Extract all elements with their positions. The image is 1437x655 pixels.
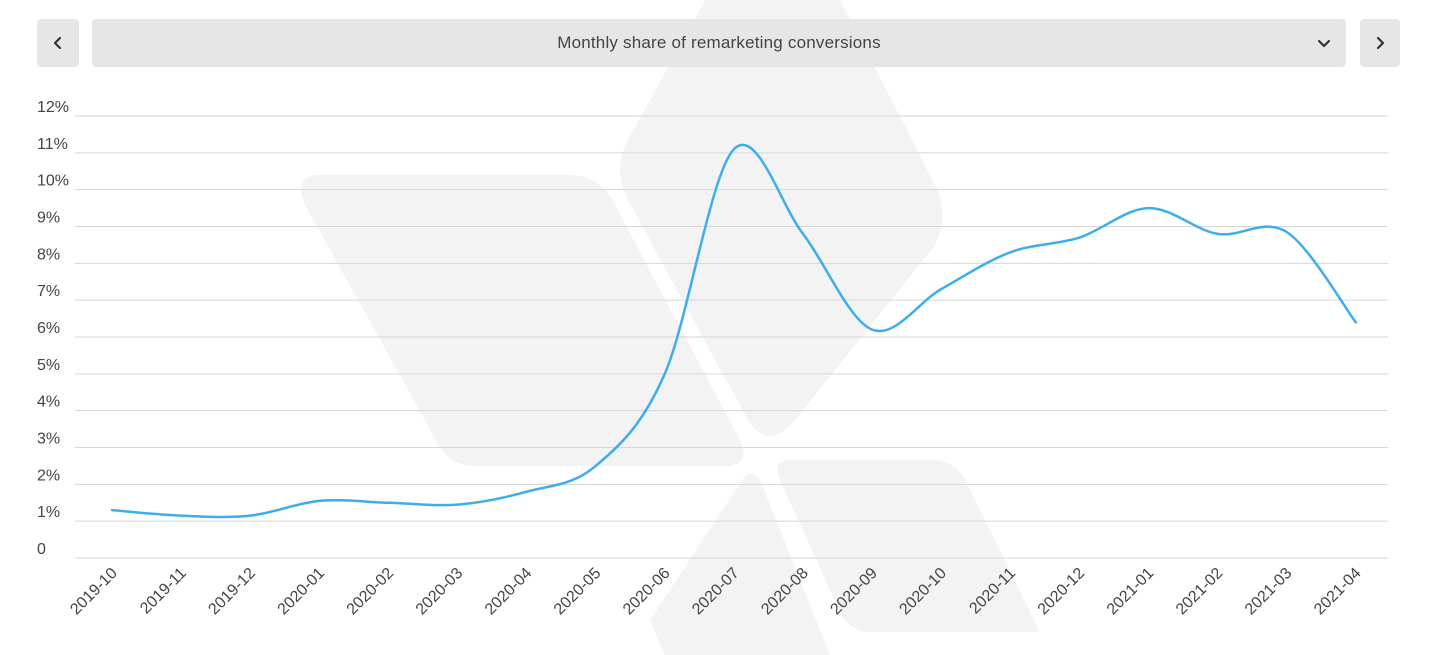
data-point[interactable] <box>797 228 809 240</box>
grid-lines <box>75 115 1388 559</box>
y-tick-label: 3% <box>37 431 60 448</box>
data-point[interactable] <box>1004 246 1016 258</box>
data-point[interactable] <box>590 460 602 472</box>
x-tick-label: 2021-04 <box>1311 565 1365 619</box>
y-tick-label: 9% <box>37 210 60 227</box>
chevron-left-icon <box>53 36 62 50</box>
x-tick-label: 2020-03 <box>413 565 467 619</box>
y-tick-label: 1% <box>37 504 60 521</box>
y-tick-label: 2% <box>37 467 60 484</box>
x-tick-label: 2021-01 <box>1104 565 1158 619</box>
x-tick-label: 2019-11 <box>137 565 190 618</box>
data-point[interactable] <box>175 510 187 522</box>
data-point[interactable] <box>1073 232 1085 244</box>
data-point[interactable] <box>1281 226 1293 238</box>
y-tick-label: 7% <box>37 283 60 300</box>
data-point[interactable] <box>452 499 464 511</box>
y-tick-label: 10% <box>37 173 69 190</box>
x-tick-label: 2021-02 <box>1173 565 1227 619</box>
data-point[interactable] <box>1212 228 1224 240</box>
data-point[interactable] <box>728 143 740 155</box>
y-axis-ticks: 0 1% 2% 3% 4% 5% 6% 7% 8% 9% 10% 11% 12% <box>37 99 69 558</box>
y-tick-label: 8% <box>37 246 60 263</box>
x-tick-label: 2019-10 <box>67 565 121 619</box>
watermark-logo <box>301 0 1040 655</box>
x-tick-label: 2020-12 <box>1035 565 1089 619</box>
data-point[interactable] <box>1143 202 1155 214</box>
data-point[interactable] <box>866 324 878 336</box>
data-point[interactable] <box>521 486 533 498</box>
data-point[interactable] <box>244 510 256 522</box>
data-point[interactable] <box>659 368 671 380</box>
prev-button[interactable] <box>37 19 79 67</box>
series-layer <box>106 143 1362 522</box>
chevron-right-icon <box>1376 36 1385 50</box>
data-point[interactable] <box>382 497 394 509</box>
y-tick-label: 5% <box>37 357 60 374</box>
data-point[interactable] <box>106 504 118 516</box>
y-tick-label: 11% <box>37 136 68 153</box>
y-tick-label: 4% <box>37 394 60 411</box>
x-tick-label: 2019-12 <box>205 565 259 619</box>
chart-selector-label: Monthly share of remarketing conversions <box>557 33 881 52</box>
y-tick-label: 0 <box>37 541 46 558</box>
data-point[interactable] <box>313 495 325 507</box>
x-tick-label: 2020-04 <box>482 565 536 619</box>
data-point[interactable] <box>1350 316 1362 328</box>
next-button[interactable] <box>1360 19 1400 67</box>
data-point[interactable] <box>935 283 947 295</box>
x-tick-label: 2021-03 <box>1242 565 1296 619</box>
chart-selector-dropdown[interactable]: Monthly share of remarketing conversions <box>92 19 1346 67</box>
y-tick-label: 12% <box>37 99 69 116</box>
x-tick-label: 2020-05 <box>551 565 605 619</box>
series-line <box>110 143 1358 519</box>
chevron-down-icon <box>1317 39 1331 48</box>
x-tick-label: 2020-01 <box>275 565 329 619</box>
y-tick-label: 6% <box>37 320 60 337</box>
x-tick-label: 2020-02 <box>344 565 398 619</box>
